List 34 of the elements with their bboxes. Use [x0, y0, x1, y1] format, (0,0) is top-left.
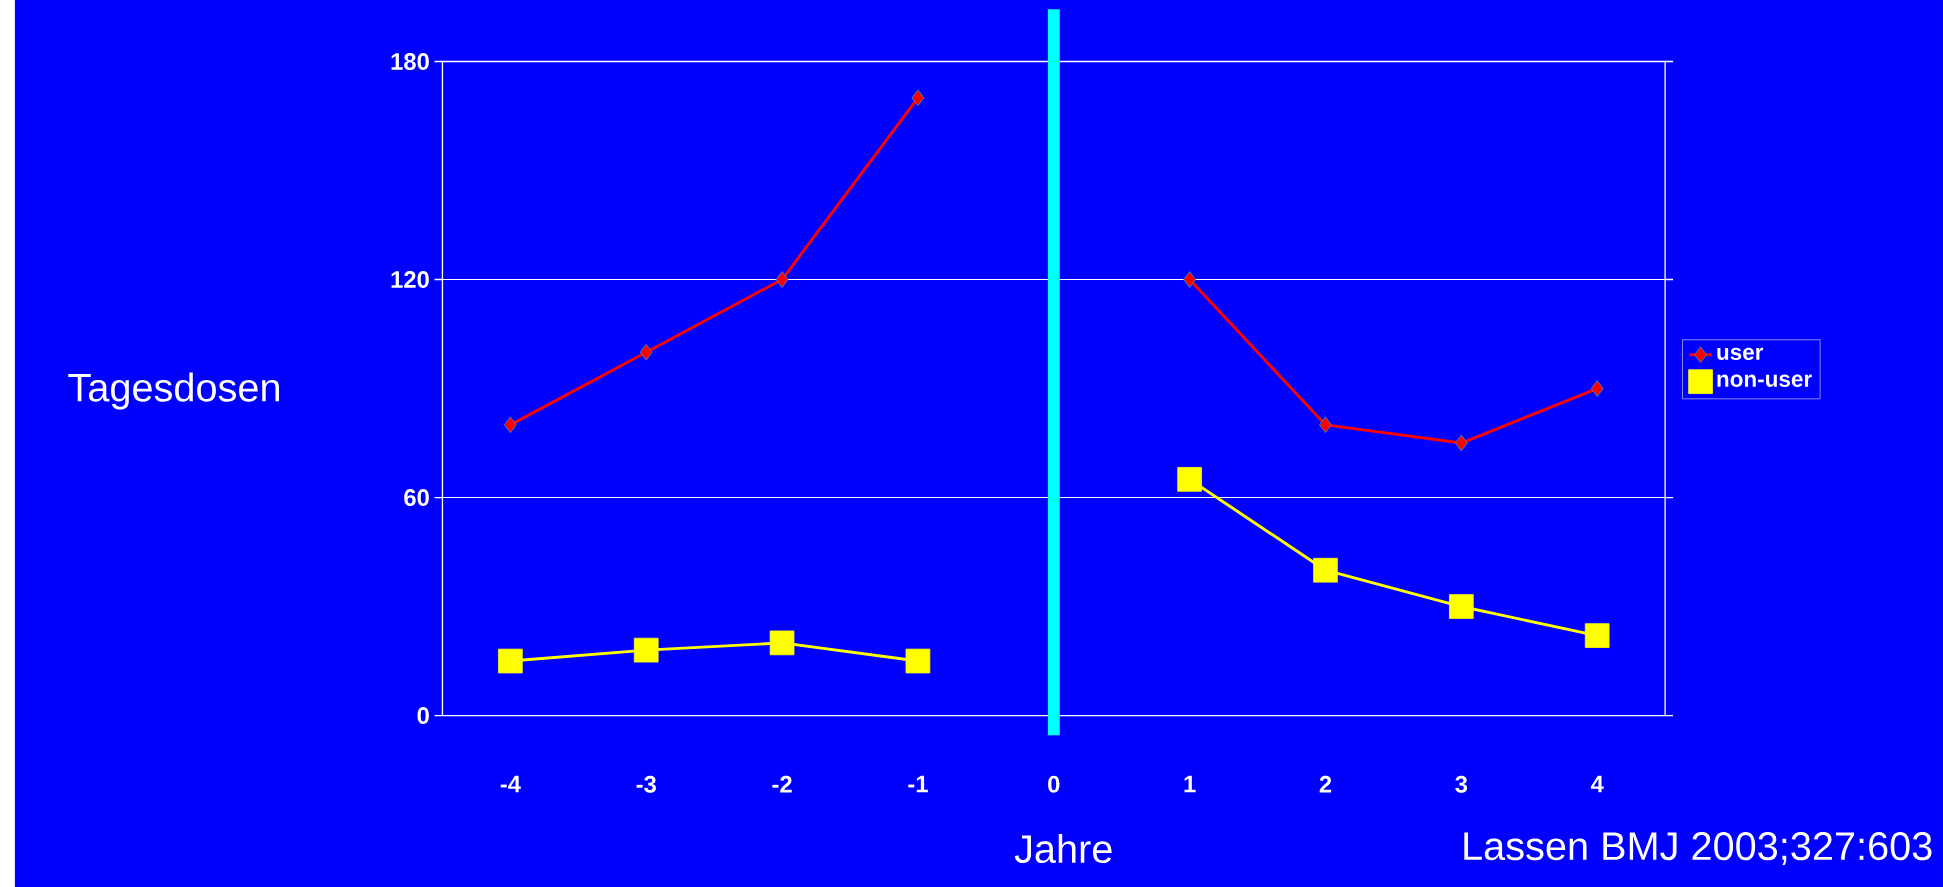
y-axis-title: Tagesdosen: [68, 372, 279, 410]
point: [1454, 434, 1468, 452]
x-tick-label: 3: [1455, 775, 1468, 793]
y-tick-label: 60: [404, 488, 429, 506]
x-tick-label: -3: [636, 775, 656, 793]
legend-label: non-user: [1717, 374, 1812, 387]
x-tick-label: 2: [1319, 775, 1332, 793]
legend-label: user: [1717, 347, 1764, 360]
point: [905, 648, 931, 674]
point: [1584, 623, 1610, 648]
x-tick-label: 1: [1184, 775, 1196, 793]
x-tick-label: -4: [500, 775, 521, 793]
point: [775, 271, 789, 288]
point: [1177, 466, 1202, 492]
x-tick-label: 0: [1048, 775, 1060, 793]
point: [504, 416, 517, 434]
point: [498, 648, 523, 674]
x-tick-label: -2: [772, 775, 792, 793]
point: [1449, 594, 1474, 619]
point: [633, 637, 659, 663]
point: [639, 343, 653, 361]
y-tick-label: 0: [417, 706, 429, 724]
point: [769, 630, 795, 656]
x-tick-label: -1: [908, 775, 928, 793]
point: [1319, 416, 1332, 434]
point: [1183, 271, 1196, 288]
text: Lassen BMJ 2003;327:603: [1464, 832, 1932, 865]
point: [1590, 380, 1604, 397]
y-tick-label: 180: [391, 52, 429, 70]
x-tick-label: 4: [1590, 775, 1604, 793]
y-tick-label: 120: [391, 270, 429, 288]
x-axis-title: Jahre: [1014, 833, 1112, 863]
point: [911, 89, 925, 107]
point: [1313, 557, 1338, 583]
